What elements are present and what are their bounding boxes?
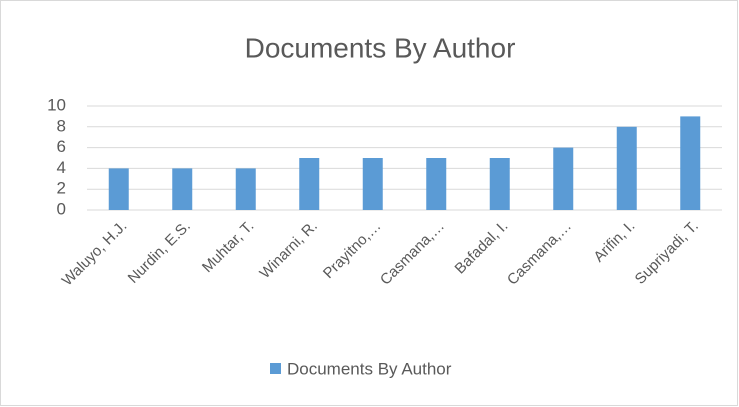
- legend-swatch: [270, 363, 281, 374]
- bar: [362, 158, 383, 210]
- legend-label: Documents By Author: [287, 359, 452, 378]
- bar: [680, 116, 701, 210]
- chart-title: Documents By Author: [245, 32, 516, 63]
- y-tick-label: 4: [57, 158, 66, 177]
- bar: [553, 147, 574, 210]
- y-tick-label: 10: [47, 95, 66, 114]
- bar: [489, 158, 510, 210]
- y-tick-label: 0: [57, 199, 66, 218]
- y-tick-label: 2: [57, 179, 66, 198]
- y-tick-label: 6: [57, 137, 66, 156]
- bar: [299, 158, 320, 210]
- bar: [616, 126, 637, 210]
- bar: [172, 168, 193, 210]
- y-tick-label: 8: [57, 116, 66, 135]
- bar: [426, 158, 447, 210]
- bar: [108, 168, 129, 210]
- bar: [235, 168, 256, 210]
